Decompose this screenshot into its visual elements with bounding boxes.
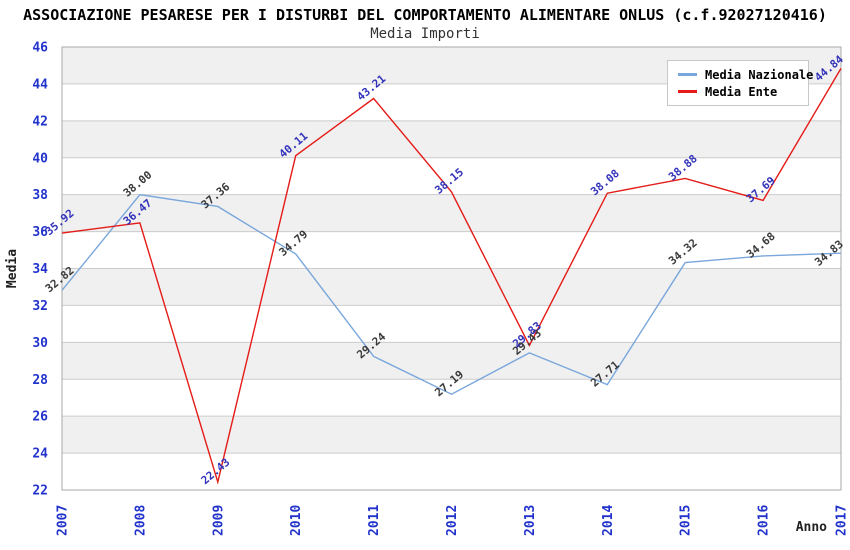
- x-tick-label: 2013: [523, 505, 538, 536]
- chart-title: ASSOCIAZIONE PESARESE PER I DISTURBI DEL…: [23, 6, 827, 24]
- x-tick-label: 2007: [56, 505, 71, 536]
- data-label: 38.08: [588, 167, 622, 198]
- y-tick-label: 34: [32, 262, 48, 277]
- y-tick-label: 44: [32, 77, 48, 92]
- y-tick-label: 22: [32, 484, 48, 499]
- series-line-media-ente: [61, 68, 842, 485]
- y-axis-title: Media: [5, 249, 20, 288]
- x-tick-label: 2015: [679, 505, 694, 536]
- plot-border: [61, 46, 842, 491]
- data-label: 34.32: [666, 236, 700, 267]
- plot-band: [62, 194, 841, 232]
- data-label: 38.15: [432, 166, 466, 197]
- chart-legend: Media Nazionale Media Ente: [667, 60, 813, 106]
- y-tick-label: 36: [32, 225, 48, 240]
- x-tick-label: 2016: [757, 505, 772, 536]
- media-ente-line-swatch-icon: [678, 90, 697, 93]
- plot-band: [62, 342, 841, 380]
- y-tick-label: 46: [32, 41, 48, 56]
- data-label: 22.43: [199, 456, 233, 487]
- plot-band: [62, 416, 841, 454]
- x-tick-label: 2011: [367, 505, 382, 536]
- legend-item-media-ente: Media Ente: [678, 83, 800, 100]
- y-tick-label: 42: [32, 114, 48, 129]
- x-tick-label: 2008: [133, 505, 148, 536]
- y-tick-label: 30: [32, 336, 48, 351]
- plot-band: [62, 120, 841, 158]
- x-tick-label: 2010: [289, 505, 304, 536]
- data-label: 34.79: [277, 228, 311, 259]
- legend-label-media-ente: Media Ente: [705, 84, 778, 99]
- y-tick-label: 28: [32, 373, 48, 388]
- chart-subtitle: Media Importi: [370, 26, 480, 42]
- legend-item-media-nazionale: Media Nazionale: [678, 66, 813, 83]
- media-nazionale-line-swatch-icon: [678, 73, 697, 76]
- y-tick-label: 24: [32, 447, 48, 462]
- y-tick-label: 26: [32, 410, 48, 425]
- x-tick-label: 2009: [211, 505, 226, 536]
- x-tick-label: 2012: [445, 505, 460, 536]
- x-axis-title: Anno: [796, 520, 827, 535]
- plot-band: [62, 268, 841, 306]
- y-tick-label: 32: [32, 299, 48, 314]
- y-tick-label: 40: [32, 151, 48, 166]
- y-tick-label: 38: [32, 188, 48, 203]
- legend-label-media-nazionale: Media Nazionale: [705, 67, 814, 82]
- x-tick-label: 2014: [601, 505, 616, 536]
- x-tick-label: 2017: [835, 505, 850, 536]
- series-line-media-nazionale: [61, 193, 842, 395]
